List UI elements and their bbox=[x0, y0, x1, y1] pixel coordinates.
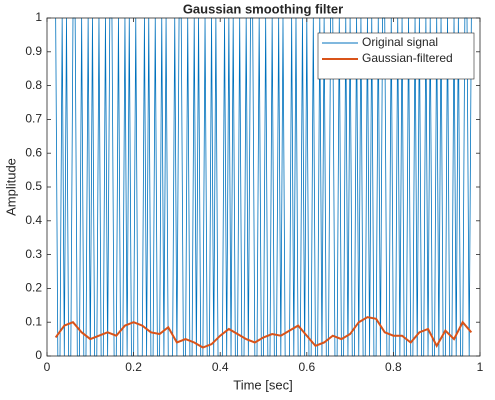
y-tick-label: 0.4 bbox=[25, 213, 42, 227]
x-tick-label: 0.4 bbox=[212, 360, 229, 374]
x-tick-label: 1 bbox=[477, 360, 484, 374]
legend-label: Original signal bbox=[362, 35, 438, 49]
y-tick-label: 0.7 bbox=[25, 112, 42, 126]
legend-label: Gaussian-filtered bbox=[362, 51, 453, 65]
y-tick-label: 0.2 bbox=[25, 281, 42, 295]
legend: Original signal Gaussian-filtered bbox=[317, 32, 475, 80]
y-tick-label: 0.1 bbox=[25, 314, 42, 328]
x-tick-label: 0.6 bbox=[298, 360, 315, 374]
x-tick-label: 0.2 bbox=[125, 360, 142, 374]
y-tick-label: 0.6 bbox=[25, 145, 42, 159]
y-tick-label: 0.9 bbox=[25, 44, 42, 58]
x-tick-label: 0.8 bbox=[385, 360, 402, 374]
series-line bbox=[54, 316, 473, 349]
x-tick-label: 0 bbox=[44, 360, 51, 374]
x-axis-label: Time [sec] bbox=[233, 377, 292, 392]
y-tick-label: 0.3 bbox=[25, 247, 42, 261]
y-tick-label: 0.5 bbox=[25, 179, 42, 193]
y-axis-label: Amplitude bbox=[3, 158, 18, 216]
legend-box bbox=[317, 32, 475, 80]
y-tick-label: 0.8 bbox=[25, 78, 42, 92]
chart-title: Gaussian smoothing filter bbox=[183, 1, 343, 16]
y-tick-label: 0 bbox=[35, 348, 42, 362]
y-tick-label: 1 bbox=[35, 10, 42, 24]
